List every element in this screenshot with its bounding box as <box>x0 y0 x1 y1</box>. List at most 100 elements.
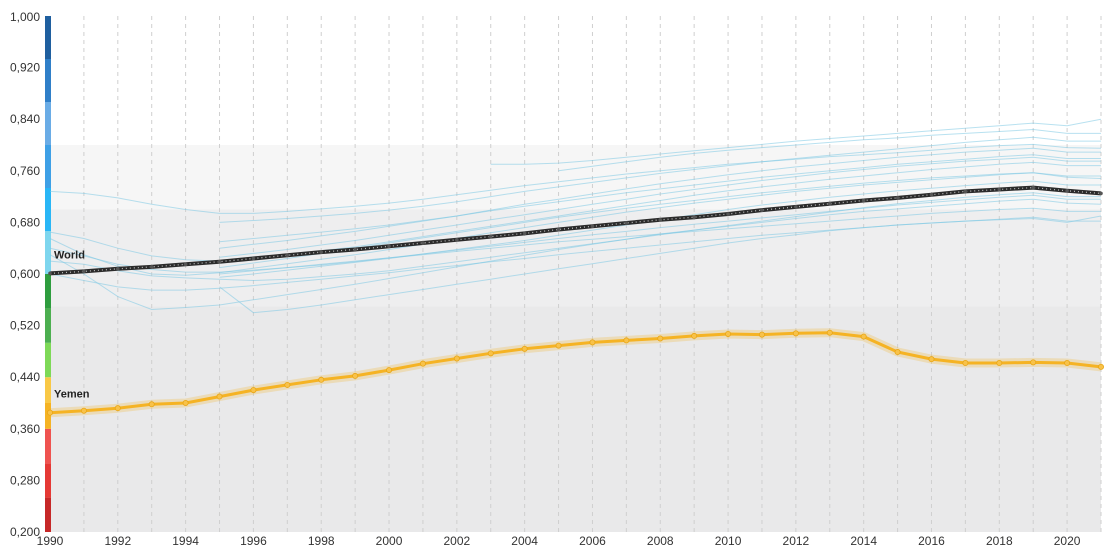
color-scale-segment <box>45 308 51 343</box>
x-tick-label: 2002 <box>443 534 470 547</box>
yemen-point <box>148 401 155 408</box>
y-tick-label: 1,000 <box>10 10 40 24</box>
yemen-point <box>419 360 426 367</box>
yemen-point <box>555 342 562 349</box>
world-point <box>1031 185 1035 190</box>
yemen-point <box>996 360 1003 367</box>
world-series-line <box>49 185 1102 276</box>
x-axis-ticks: 1990 1992 1994 1996 1998 2000 2002 2004 2006 2008… <box>37 534 1081 547</box>
yemen-point <box>352 372 359 379</box>
background-series-line <box>490 118 1102 165</box>
yemen-point <box>284 381 291 388</box>
yemen-point <box>487 350 494 357</box>
yemen-point <box>1030 359 1037 366</box>
y-tick-label: 0,200 <box>10 525 40 539</box>
x-tick-label: 2016 <box>918 534 945 547</box>
background-band-high <box>50 145 1101 210</box>
background-series-line <box>219 147 1101 249</box>
world-point <box>183 262 188 267</box>
color-scale-segment <box>45 188 51 231</box>
x-tick-label: 2000 <box>376 534 403 547</box>
yemen-point <box>657 335 664 342</box>
color-scale-bar <box>45 16 51 532</box>
world-point <box>217 259 222 264</box>
world-point <box>149 265 154 269</box>
world-point <box>319 250 324 254</box>
world-point <box>794 205 798 209</box>
world-point <box>353 247 357 252</box>
world-point <box>116 267 120 271</box>
world-point <box>1065 188 1069 193</box>
yemen-point <box>589 339 596 346</box>
y-tick-label: 0,760 <box>10 164 40 178</box>
color-scale-segment <box>45 145 51 188</box>
world-point <box>861 198 866 203</box>
world-point <box>251 256 256 261</box>
x-tick-label: 2014 <box>850 534 877 547</box>
x-tick-label: 1990 <box>37 534 64 547</box>
world-label: World <box>54 249 85 261</box>
color-scale-segment <box>45 342 51 378</box>
x-tick-label: 1996 <box>240 534 267 547</box>
color-scale-segment <box>45 463 51 498</box>
world-point <box>658 218 663 222</box>
yemen-series-line <box>49 331 1102 415</box>
world-point <box>421 241 425 245</box>
yemen-point <box>623 337 630 344</box>
color-scale-segment <box>45 16 51 59</box>
x-tick-label: 2006 <box>579 534 606 547</box>
yemen-point <box>826 329 833 336</box>
y-tick-label: 0,680 <box>10 215 40 229</box>
yemen-point <box>386 367 393 374</box>
world-point <box>895 196 900 200</box>
yemen-point <box>962 360 969 367</box>
world-point <box>48 271 52 276</box>
x-tick-label: 2020 <box>1054 534 1081 547</box>
series-labels: World Yemen <box>54 249 90 400</box>
background-series-line <box>49 192 1101 282</box>
color-scale-segment <box>45 274 51 309</box>
background-series-line <box>219 156 1101 258</box>
x-tick-label: 1994 <box>172 534 199 547</box>
world-point <box>760 208 764 212</box>
y-tick-label: 0,280 <box>10 473 40 487</box>
yemen-point <box>725 330 732 337</box>
color-scale-segment <box>45 497 51 532</box>
world-point <box>488 234 493 239</box>
world-point <box>624 221 629 225</box>
color-scale-segment <box>45 102 51 145</box>
yemen-point <box>250 387 257 394</box>
world-point <box>387 244 391 249</box>
x-tick-label: 1998 <box>308 534 335 547</box>
color-scale-segment <box>45 377 51 403</box>
y-tick-label: 0,440 <box>10 370 40 384</box>
y-tick-label: 0,840 <box>10 112 40 126</box>
x-tick-label: 1992 <box>104 534 131 547</box>
y-tick-label: 0,920 <box>10 61 40 75</box>
x-tick-label: 2012 <box>783 534 810 547</box>
x-tick-label: 2008 <box>647 534 674 547</box>
world-point <box>455 238 459 242</box>
color-scale-segment <box>45 231 51 274</box>
x-tick-label: 2018 <box>986 534 1013 547</box>
yemen-point <box>860 333 867 340</box>
yemen-point <box>792 330 799 337</box>
y-tick-label: 0,360 <box>10 422 40 436</box>
yemen-point <box>1064 360 1071 367</box>
background-band-medium <box>50 209 1101 307</box>
yemen-point <box>453 355 460 362</box>
yemen-point <box>928 356 935 363</box>
color-scale-segment <box>45 428 51 464</box>
world-point <box>556 227 561 232</box>
world-point <box>522 231 527 236</box>
world-point <box>590 224 595 229</box>
world-point <box>692 215 696 220</box>
color-scale-segment <box>45 59 51 102</box>
background-series-line <box>49 194 1101 273</box>
background-band-top <box>50 16 1101 145</box>
world-point <box>1099 191 1103 196</box>
background-series-line <box>49 216 1101 291</box>
background-series-line <box>49 143 1102 214</box>
yemen-point <box>80 407 87 414</box>
